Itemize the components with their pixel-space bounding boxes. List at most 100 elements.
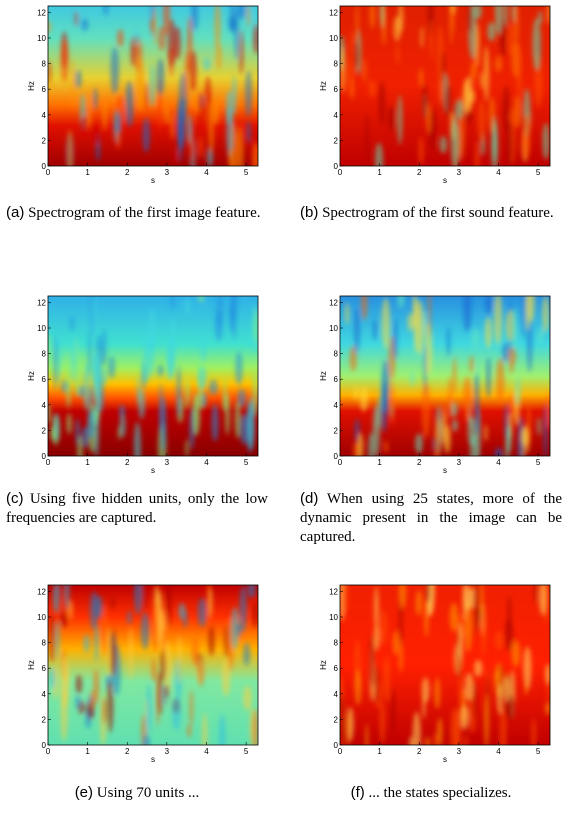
y-axis-label: Hz [319, 660, 328, 670]
texture-blob [75, 694, 81, 709]
texture-blob [239, 585, 247, 633]
texture-blob [422, 82, 428, 119]
texture-blob [410, 371, 415, 387]
x-tick-label: 4 [204, 168, 209, 177]
texture-blob [424, 321, 433, 376]
texture-blob [172, 697, 181, 731]
texture-blob [93, 669, 100, 705]
texture-blob [63, 669, 69, 687]
caption-label: (e) [74, 784, 94, 801]
texture-blob [128, 627, 133, 681]
y-tick-label: 10 [37, 34, 46, 43]
texture-blob [507, 596, 512, 631]
texture-blob [247, 585, 256, 598]
texture-blob [422, 694, 426, 719]
texture-blob [237, 389, 246, 408]
texture-blob [449, 6, 453, 46]
texture-blob [520, 427, 529, 446]
texture-blob [516, 43, 522, 99]
x-tick-label: 0 [46, 458, 51, 467]
y-tick-label: 8 [334, 350, 339, 359]
texture-blob [189, 50, 197, 92]
x-tick-label: 4 [204, 747, 209, 756]
texture-blob [170, 112, 175, 140]
texture-blob [532, 17, 542, 71]
texture-blob [484, 424, 488, 442]
texture-blob [342, 585, 349, 616]
texture-blob [100, 692, 107, 745]
texture-blob [450, 117, 460, 166]
texture-blob [513, 95, 522, 128]
texture-blob [369, 634, 375, 688]
texture-blob [480, 71, 484, 90]
texture-blob [473, 6, 482, 19]
texture-blob [127, 610, 132, 625]
y-tick-label: 0 [42, 452, 47, 461]
texture-blob [504, 619, 514, 652]
texture-blob [197, 366, 207, 390]
texture-blob [469, 355, 474, 373]
texture-blob [141, 351, 151, 383]
y-tick-label: 6 [42, 375, 47, 384]
x-tick-label: 2 [417, 458, 422, 467]
texture-blob [115, 130, 121, 150]
texture-blob [48, 61, 52, 84]
texture-blob [208, 379, 218, 395]
texture-blob [462, 585, 467, 620]
texture-blob [252, 708, 258, 745]
caption: (a) Spectrogram of the first image featu… [6, 203, 268, 223]
texture-blob [349, 345, 357, 372]
texture-blob [141, 713, 147, 745]
texture-blob [365, 113, 369, 166]
texture-blob [469, 587, 476, 609]
x-tick-label: 5 [536, 458, 541, 467]
texture-blob [538, 10, 543, 25]
caption-label: (c) [6, 490, 24, 507]
texture-blob [239, 30, 244, 75]
y-tick-label: 2 [334, 136, 339, 145]
texture-blob [438, 69, 443, 106]
texture-blob [499, 708, 507, 745]
texture-blob [80, 115, 89, 139]
y-tick-label: 4 [334, 401, 339, 410]
texture-blob [202, 712, 208, 745]
texture-blob [130, 36, 136, 67]
texture-blob [340, 45, 346, 94]
texture-blob [481, 604, 487, 657]
texture-blob [142, 118, 150, 153]
texture-blob [103, 6, 109, 16]
texture-blob [161, 626, 167, 652]
texture-blob [436, 717, 443, 745]
y-tick-label: 8 [42, 350, 47, 359]
texture-blob [506, 120, 514, 166]
texture-blob [460, 705, 469, 730]
texture-blob [156, 58, 165, 96]
texture-blob [547, 6, 550, 25]
texture-blob [164, 103, 170, 126]
texture-blob [65, 355, 72, 409]
texture-blob [391, 687, 396, 733]
texture-blob [99, 376, 105, 412]
x-tick-label: 2 [417, 168, 422, 177]
texture-blob [229, 296, 238, 321]
texture-blob [109, 628, 117, 677]
texture-blob [201, 391, 207, 408]
texture-blob [448, 375, 452, 420]
texture-blob [368, 79, 376, 98]
caption-label: (b) [300, 204, 319, 221]
texture-blob [253, 23, 258, 55]
texture-blob [119, 413, 126, 438]
texture-blob [231, 75, 237, 116]
texture-blob [465, 109, 473, 124]
texture-blob [226, 106, 234, 159]
texture-blob [355, 6, 359, 41]
caption: (c) Using five hidden units, only the lo… [6, 489, 268, 528]
texture-blob [71, 58, 75, 111]
heatmap-texture [48, 6, 258, 166]
texture-blob [152, 6, 157, 45]
texture-blob [514, 6, 519, 45]
texture-blob [494, 447, 503, 456]
texture-blob [452, 357, 457, 395]
texture-blob [224, 393, 230, 436]
texture-blob [133, 421, 141, 456]
